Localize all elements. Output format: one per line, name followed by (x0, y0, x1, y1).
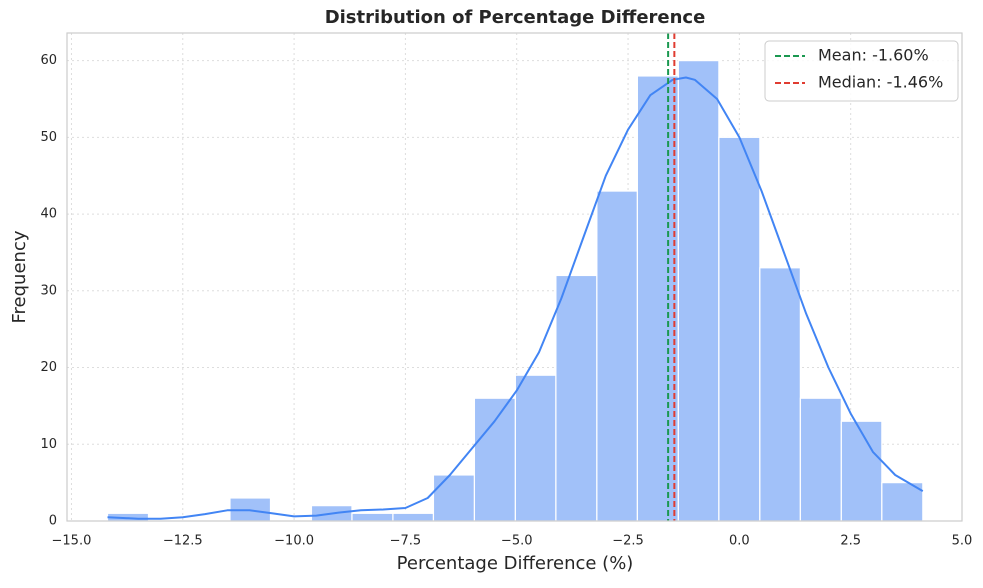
bar (840, 420, 883, 522)
y-tick-label: 50 (40, 130, 57, 145)
bar (881, 482, 924, 522)
x-tick-label: −10.0 (274, 534, 314, 549)
legend-box (764, 40, 959, 102)
y-axis-label: Frequency (9, 230, 30, 323)
bar (596, 190, 638, 522)
kde-line (107, 76, 924, 520)
y-tick-label: 0 (49, 514, 57, 529)
x-axis-label: Percentage Difference (%) (397, 553, 634, 574)
bar (514, 374, 557, 522)
bar (759, 267, 801, 522)
x-tick-label: −2.5 (612, 534, 644, 549)
bar (636, 75, 679, 522)
bars (106, 60, 924, 522)
bar (432, 474, 476, 522)
bar (392, 512, 435, 522)
x-tick-label: −7.5 (390, 534, 422, 549)
x-tick-label: 2.5 (840, 534, 861, 549)
x-tick-label: −15.0 (52, 534, 92, 549)
legend-label: Mean: -1.60% (818, 46, 929, 65)
y-tick-label: 20 (40, 360, 57, 375)
bar (351, 512, 394, 522)
y-tick-label: 10 (40, 437, 57, 452)
overlays (107, 33, 924, 521)
bar (799, 397, 842, 522)
bar (555, 274, 598, 522)
y-tick-label: 60 (40, 53, 57, 68)
y-tick-label: 40 (40, 207, 57, 222)
bar (677, 60, 720, 522)
x-tick-label: 0.0 (729, 534, 750, 549)
plot-frame (66, 32, 963, 522)
x-tick-label: −5.0 (501, 534, 533, 549)
bar (718, 136, 761, 522)
bar (473, 397, 516, 522)
x-tick-label: 5.0 (952, 534, 973, 549)
legend-label: Median: -1.46% (818, 73, 943, 92)
y-tick-label: 30 (40, 283, 57, 298)
chart-title: Distribution of Percentage Difference (325, 7, 706, 28)
legend: Mean: -1.60% Median: -1.46% (764, 40, 959, 102)
x-tick-label: −12.5 (163, 534, 203, 549)
